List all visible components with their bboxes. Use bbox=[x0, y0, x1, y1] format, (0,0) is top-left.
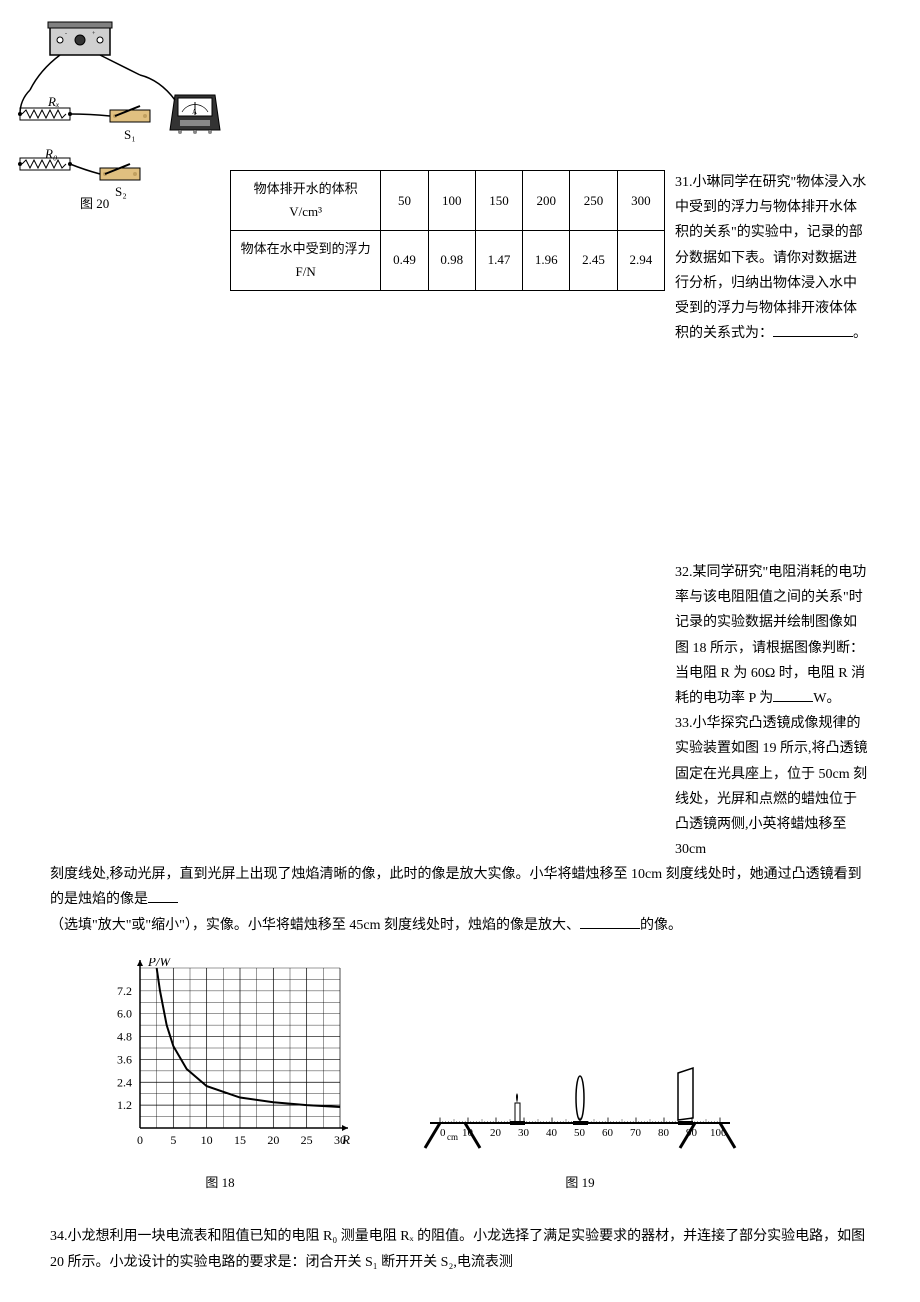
q33-blank-1 bbox=[148, 889, 178, 903]
svg-text:2.4: 2.4 bbox=[117, 1075, 132, 1089]
q31-data-table: 物体排开水的体积 V/cm³ 50 100 150 200 250 300 物体… bbox=[230, 170, 665, 291]
question-34: 34.小龙想利用一块电流表和阻值已知的电阻 R₀ 测量电阻 Rₓ 的阻值。小龙选… bbox=[50, 1224, 870, 1274]
svg-text:10: 10 bbox=[462, 1127, 474, 1139]
q32-text-2: W。 bbox=[813, 691, 840, 706]
svg-text:5: 5 bbox=[170, 1133, 176, 1147]
figure-19: 0 cm 10 20 30 40 50 60 70 80 90 100 bbox=[410, 1048, 750, 1195]
label-rx: Rₓ bbox=[48, 90, 60, 113]
table-row2-header: 物体在水中受到的浮力 F/N bbox=[231, 230, 381, 290]
q33-blank-2 bbox=[580, 915, 640, 929]
question-32-33-block: 32.某同学研究"电阻消耗的电功率与该电阻阻值之间的关系"时记录的实验数据并绘制… bbox=[50, 560, 870, 760]
svg-text:20: 20 bbox=[267, 1133, 279, 1147]
vol-1: 100 bbox=[428, 171, 475, 231]
vol-2: 150 bbox=[475, 171, 522, 231]
svg-text:40: 40 bbox=[546, 1127, 558, 1139]
optical-bench-svg: 0 cm 10 20 30 40 50 60 70 80 90 100 bbox=[410, 1048, 750, 1158]
svg-text:30: 30 bbox=[518, 1127, 530, 1139]
figures-row: 1.2 2.4 3.6 4.8 6.0 7.2 0 5 10 15 20 25 30 P/W R/Ω 图 1… bbox=[90, 958, 870, 1195]
q34-text: 34.小龙想利用一块电流表和阻值已知的电阻 R₀ 测量电阻 Rₓ 的阻值。小龙选… bbox=[50, 1229, 865, 1269]
force-0: 0.49 bbox=[381, 230, 428, 290]
svg-text:0: 0 bbox=[137, 1133, 143, 1147]
q31-text: 31.小琳同学在研究"物体浸入水中受到的浮力与物体排开水体积的关系"的实验中，记… bbox=[675, 170, 870, 346]
vol-0: 50 bbox=[381, 171, 428, 231]
label-r0: R₀ bbox=[45, 142, 57, 165]
force-1: 0.98 bbox=[428, 230, 475, 290]
svg-text:P/W: P/W bbox=[147, 958, 172, 969]
figure-18: 1.22.43.64.86.07.2051015202530P/WR/Ω 图 1… bbox=[90, 958, 350, 1195]
q33-continuation: 刻度线处,移动光屏，直到光屏上出现了烛焰清晰的像，此时的像是放大实像。小华将蜡烛… bbox=[50, 862, 870, 938]
svg-text:6.0: 6.0 bbox=[117, 1007, 132, 1021]
q31-end: 。 bbox=[853, 326, 867, 341]
svg-text:0: 0 bbox=[440, 1127, 446, 1139]
svg-text:-: - bbox=[65, 31, 67, 37]
svg-text:A: A bbox=[192, 108, 197, 116]
q31-blank bbox=[773, 323, 853, 337]
fig18-caption: 图 18 bbox=[90, 1171, 350, 1194]
force-2: 1.47 bbox=[475, 230, 522, 290]
svg-text:20: 20 bbox=[490, 1127, 502, 1139]
svg-text:100: 100 bbox=[710, 1127, 727, 1139]
force-5: 2.94 bbox=[617, 230, 664, 290]
svg-text:1.2: 1.2 bbox=[117, 1098, 132, 1112]
label-s1: S₁ bbox=[124, 123, 136, 146]
q33-text-1: 33.小华探究凸透镜成像规律的实验装置如图 19 所示,将凸透镜固定在光具座上，… bbox=[675, 716, 868, 857]
vol-5: 300 bbox=[617, 171, 664, 231]
svg-text:7.2: 7.2 bbox=[117, 984, 132, 998]
svg-text:4.8: 4.8 bbox=[117, 1029, 132, 1043]
svg-text:60: 60 bbox=[602, 1127, 614, 1139]
force-4: 2.45 bbox=[570, 230, 617, 290]
svg-text:50: 50 bbox=[574, 1127, 586, 1139]
q33-cont-3: 的像。 bbox=[640, 918, 682, 933]
vol-4: 250 bbox=[570, 171, 617, 231]
svg-text:90: 90 bbox=[686, 1127, 698, 1139]
vol-3: 200 bbox=[523, 171, 570, 231]
fig19-caption: 图 19 bbox=[410, 1171, 750, 1194]
svg-text:70: 70 bbox=[630, 1127, 642, 1139]
q32-q33-right-text: 32.某同学研究"电阻消耗的电功率与该电阻阻值之间的关系"时记录的实验数据并绘制… bbox=[675, 560, 870, 862]
table-row1-header: 物体排开水的体积 V/cm³ bbox=[231, 171, 381, 231]
q33-cont-2: （选填"放大"或"缩小"），实像。小华将蜡烛移至 45cm 刻度线处时，烛焰的像… bbox=[50, 918, 580, 933]
force-3: 1.96 bbox=[523, 230, 570, 290]
svg-text:cm: cm bbox=[447, 1132, 458, 1142]
svg-text:3.6: 3.6 bbox=[117, 1052, 132, 1066]
chart-18-svg: 1.22.43.64.86.07.2051015202530P/WR/Ω bbox=[90, 958, 350, 1158]
svg-text:R/Ω: R/Ω bbox=[341, 1132, 350, 1147]
q32-text-1: 32.某同学研究"电阻消耗的电功率与该电阻阻值之间的关系"时记录的实验数据并绘制… bbox=[675, 565, 866, 706]
svg-text:25: 25 bbox=[301, 1133, 313, 1147]
question-31: 31.小琳同学在研究"物体浸入水中受到的浮力与物体排开水体积的关系"的实验中，记… bbox=[50, 170, 870, 420]
svg-text:15: 15 bbox=[234, 1133, 246, 1147]
q32-blank bbox=[773, 688, 813, 702]
svg-text:80: 80 bbox=[658, 1127, 670, 1139]
svg-text:10: 10 bbox=[201, 1133, 213, 1147]
q31-intro: 31.小琳同学在研究"物体浸入水中受到的浮力与物体排开水体积的关系"的实验中，记… bbox=[675, 175, 866, 341]
